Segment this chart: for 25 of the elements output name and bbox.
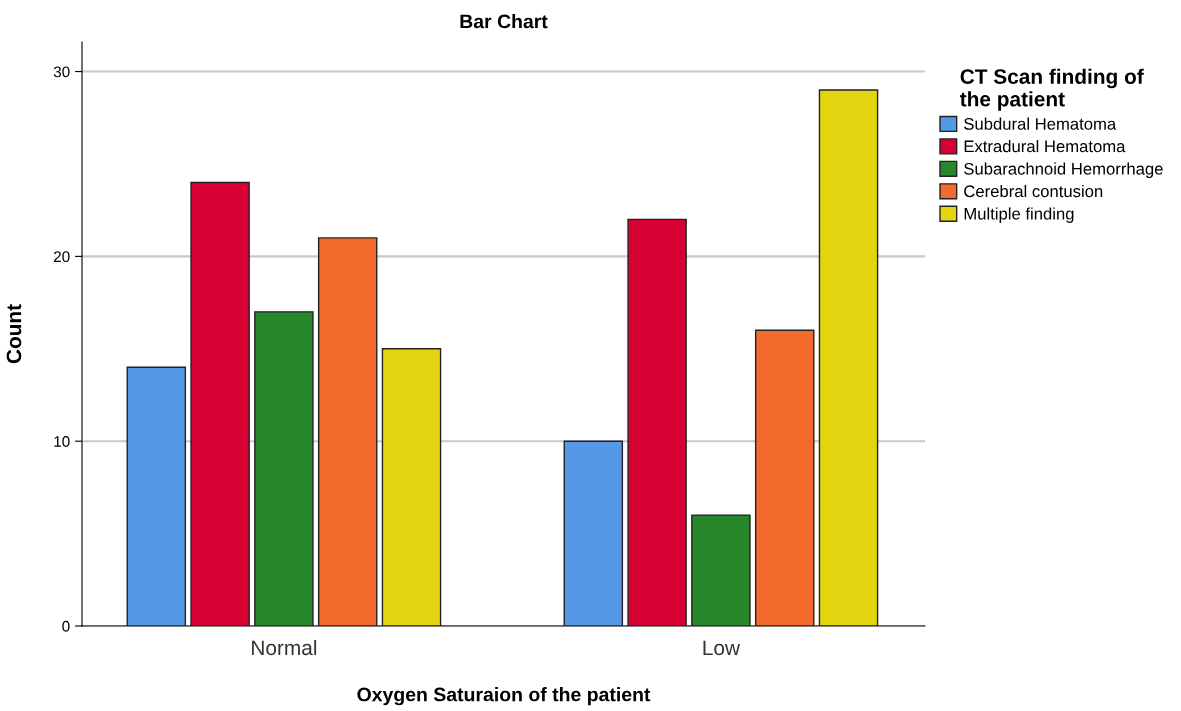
legend-label: Subarachnoid Hemorrhage (964, 162, 1163, 179)
bar (381, 348, 442, 626)
legend-label: Cerebral contusion (964, 184, 1103, 198)
bar (563, 440, 624, 626)
bar (754, 329, 815, 626)
bar (254, 311, 314, 626)
bar (126, 366, 187, 626)
x-tick-label: Low (703, 640, 741, 656)
chart-title: Bar Chart (460, 14, 548, 29)
y-tick-label: 30 (53, 66, 70, 78)
x-tick-label: Normal (252, 639, 317, 656)
bar (190, 181, 250, 626)
y-axis-title: Count (6, 304, 22, 364)
legend-label: Extradural Hematoma (964, 140, 1126, 153)
legend-label: Subdural Hematoma (964, 117, 1117, 130)
bar (691, 514, 751, 626)
y-tick-label: 0 (62, 620, 70, 632)
legend-label: Multiple finding (964, 207, 1074, 223)
bar (317, 237, 378, 626)
x-axis-title: Oxygen Saturaion of the patient (357, 687, 651, 706)
y-tick-label: 20 (53, 251, 70, 263)
bar (818, 89, 879, 626)
bar (627, 218, 687, 626)
legend-title: CT Scan finding of the patient (959, 68, 1144, 111)
y-tick-label: 10 (54, 436, 70, 447)
